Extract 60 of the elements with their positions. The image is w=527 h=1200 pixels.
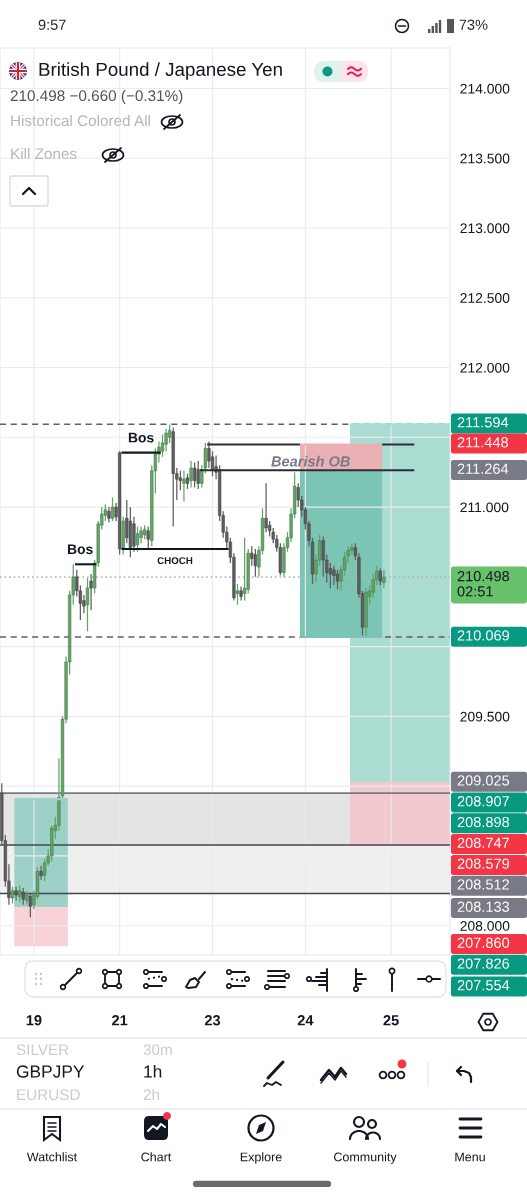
text: 210.498 02:51 [457,571,510,597]
text: 209.025 [457,775,510,786]
text: 208.747 [457,837,509,849]
y-tick-label: 213.500 [460,153,510,164]
text: 210.069 [457,630,510,641]
text: Community [334,1152,397,1164]
candlestick [160,433,165,458]
y-tick-label: 212.000 [460,362,510,373]
text: 211.264 [457,463,509,474]
y-tick-label: 214.000 [460,83,510,94]
text: 208.579 [457,858,510,869]
y-tick-label: 211.000 [460,502,509,513]
x-tick-label: 25 [383,1015,399,1026]
candlestick [85,577,90,632]
candlestick [332,565,336,586]
text: 211.448 [457,437,509,448]
annotation: CHOCH [157,557,193,565]
text: Menu [455,1152,485,1162]
annotation: Bos [128,432,154,443]
text: 208.512 [457,879,509,890]
candlestick [14,886,18,902]
x-tick-label: 23 [204,1015,221,1026]
candlestick [182,470,186,503]
text: 73% [459,19,488,30]
annotation: Historical Colored All [11,114,150,127]
y-tick-label: 213.000 [460,223,510,234]
x-tick-label: 21 [112,1015,128,1026]
candlestick [193,461,197,489]
annotation: Bos [67,544,93,555]
candlestick [253,548,257,578]
text: British Pound / Japanese Yen [39,62,282,80]
text: 208.898 [457,816,510,828]
candlestick [196,460,200,490]
text: Chart [141,1152,172,1162]
candlestick [189,460,193,489]
text: 207.554 [457,980,510,991]
candlestick [89,573,93,611]
candlestick [39,865,43,881]
text: 207.860 [457,937,510,948]
candlestick [132,516,136,553]
text: GBPJPY [16,1065,85,1078]
text: Watchlist [26,1152,78,1162]
candlestick [382,569,386,589]
text: 208.907 [457,796,509,807]
text: 208.133 [457,901,510,912]
candlestick [264,482,268,533]
text: 207.826 [457,958,510,969]
text: Explore [240,1152,282,1164]
text: 1h [144,1064,162,1078]
candlestick [321,535,325,578]
x-tick-label: 24 [297,1015,314,1026]
y-tick-label: 209.500 [460,711,510,722]
y-tick-label: 208.000 [460,921,510,931]
text: 210.498 −0.660 (−0.31%) [10,89,183,105]
candlestick [335,569,340,591]
annotation: Kill Zones [11,147,77,160]
y-tick-label: 212.500 [460,293,510,303]
text: 211.594 [457,417,509,428]
x-tick-label: 19 [26,1015,42,1026]
text: 9:57 [38,19,66,30]
